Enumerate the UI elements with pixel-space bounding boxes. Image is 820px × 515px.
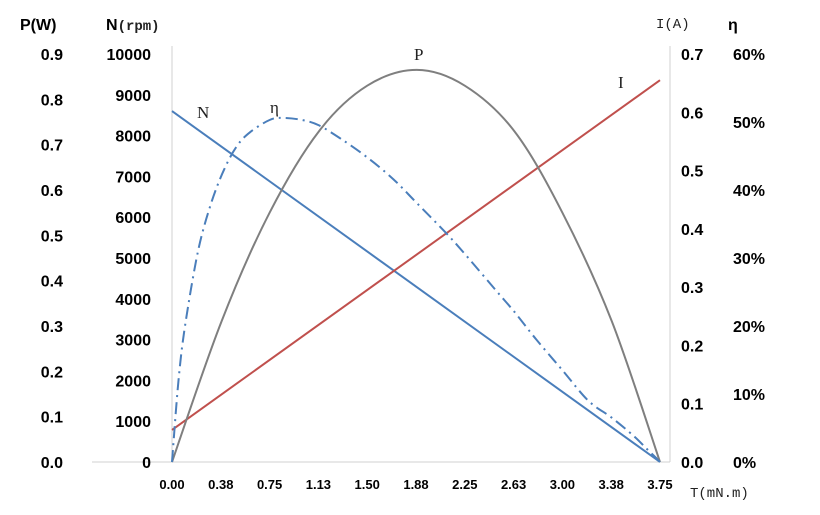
series-layer [171,68,661,463]
power-axis-tick-label: 0.7 [41,138,63,155]
power-axis-tick-label: 0.0 [41,455,63,472]
torque-axis-tick-label: 1.50 [355,477,380,492]
speed-axis-tick-label: 4000 [115,292,151,309]
power-axis-tick-label: 0.8 [41,92,63,109]
power-axis-tick-label: 0.1 [41,410,63,427]
axis-lines [92,46,671,463]
efficiency-axis-title: η [728,17,738,34]
current-axis-tick-label: 0.1 [681,397,703,414]
series-label-eta: η [270,98,279,117]
speed-axis-tick-label: 1000 [115,414,151,431]
speed-axis-title: N(rpm) [106,17,160,35]
current-axis-title: I(A) [656,17,690,33]
torque-axis-tick-label: 3.00 [550,477,575,492]
efficiency-axis-tick-label: 40% [733,183,765,200]
speed-axis-tick-label: 3000 [115,333,151,350]
torque-axis-tick-label: 0.75 [257,477,282,492]
current-axis-tick-label: 0.2 [681,338,703,355]
speed-axis-tick-label: 10000 [107,47,152,64]
series-line-n [171,110,661,463]
speed-axis-title-unit: (rpm) [118,19,160,35]
current-axis-tick-label: 0.4 [681,222,703,239]
series-label-i: I [618,73,624,92]
speed-axis-title-main: N [106,17,118,34]
efficiency-axis-tick-label: 30% [733,251,765,268]
current-axis-tick-label: 0.0 [681,455,703,472]
efficiency-axis-tick-label: 0% [733,455,756,472]
series-line-i [171,79,661,431]
speed-axis-tick-label: 6000 [115,210,151,227]
series-line-p [171,68,661,463]
torque-axis-tick-label: 1.13 [306,477,331,492]
power-axis-tick-label: 0.9 [41,47,63,64]
speed-axis-tick-label: 2000 [115,373,151,390]
current-axis-tick-label: 0.3 [681,280,703,297]
torque-axis-tick-label: 0.00 [159,477,184,492]
speed-axis-tick-label: 0 [142,455,151,472]
torque-axis-tick-label: 0.38 [208,477,233,492]
efficiency-axis-tick-label: 50% [733,115,765,132]
speed-axis-tick-label: 5000 [115,251,151,268]
current-axis-tick-label: 0.6 [681,105,703,122]
current-axis-tick-label: 0.7 [681,47,703,64]
torque-axis-tick-label: 2.25 [452,477,477,492]
power-axis-title: P(W) [20,17,56,34]
efficiency-axis-tick-label: 20% [733,319,765,336]
speed-axis-tick-label: 9000 [115,88,151,105]
torque-axis-tick-label: 3.75 [647,477,672,492]
power-axis-tick-label: 0.5 [41,228,63,245]
power-axis-tick-label: 0.2 [41,364,63,381]
power-axis-tick-label: 0.4 [41,274,63,291]
series-line-eta [171,116,661,463]
power-axis-tick-label: 0.3 [41,319,63,336]
efficiency-axis-tick-label: 60% [733,47,765,64]
torque-axis-title: T(mN.m) [690,486,749,502]
speed-axis-tick-label: 8000 [115,129,151,146]
torque-axis-tick-label: 3.38 [599,477,624,492]
tick-layer: 0.0 0.1 0.2 0.3 0.4 0.5 0.6 0.7 0.8 0.9 0 1000 2000 3… [41,47,765,492]
torque-axis-tick-label: 2.63 [501,477,526,492]
speed-axis-tick-label: 7000 [115,169,151,186]
current-axis-tick-label: 0.5 [681,164,703,181]
power-axis-tick-label: 0.6 [41,183,63,200]
series-label-p: P [414,45,423,64]
efficiency-axis-tick-label: 10% [733,387,765,404]
series-label-n: N [197,103,209,122]
torque-axis-tick-label: 1.88 [403,477,428,492]
